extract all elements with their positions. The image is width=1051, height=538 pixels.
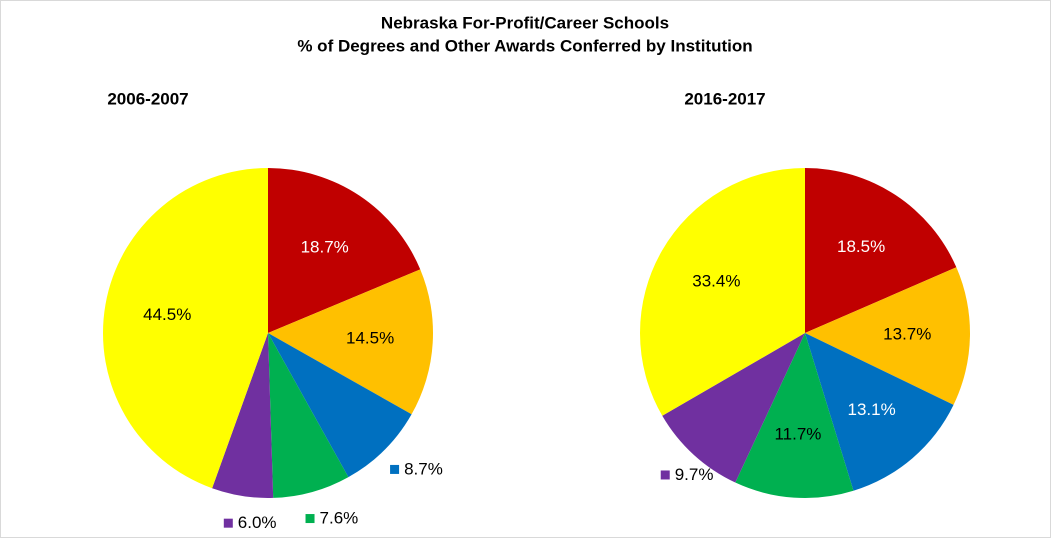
pie-slice <box>103 168 269 489</box>
label-key <box>660 470 670 480</box>
data-label: 13.1% <box>848 400 896 419</box>
label-key <box>223 518 233 528</box>
data-label: 7.6% <box>320 509 359 528</box>
data-label: 8.7% <box>404 459 443 478</box>
pie-slice <box>268 269 433 415</box>
data-label: 14.5% <box>346 329 394 348</box>
data-label: 33.4% <box>692 271 740 290</box>
pie-slice <box>640 168 805 416</box>
data-label: 11.7% <box>774 425 821 444</box>
pie-slice <box>662 333 805 483</box>
data-label: 18.7% <box>301 237 349 256</box>
pie-slice <box>805 333 954 491</box>
chart-title: % of Degrees and Other Awards Conferred … <box>297 36 752 55</box>
pie-subtitle: 2006-2007 <box>107 89 188 108</box>
data-label: 13.7% <box>883 325 931 344</box>
pie-slice <box>735 333 854 498</box>
pie-slice <box>268 168 421 333</box>
pie-slice <box>268 333 349 498</box>
pie-slice <box>268 333 412 478</box>
pie-subtitle: 2016-2017 <box>684 89 765 108</box>
data-label: 6.0% <box>238 513 277 532</box>
label-key <box>390 464 400 474</box>
pie-slice <box>212 333 274 498</box>
pie-slice <box>805 267 970 405</box>
data-label: 9.7% <box>675 465 714 484</box>
label-key <box>305 514 315 524</box>
chart-title: Nebraska For-Profit/Career Schools <box>381 13 669 32</box>
data-label: 44.5% <box>143 305 191 324</box>
data-label: 18.5% <box>837 237 885 256</box>
pie-slice <box>805 168 957 333</box>
